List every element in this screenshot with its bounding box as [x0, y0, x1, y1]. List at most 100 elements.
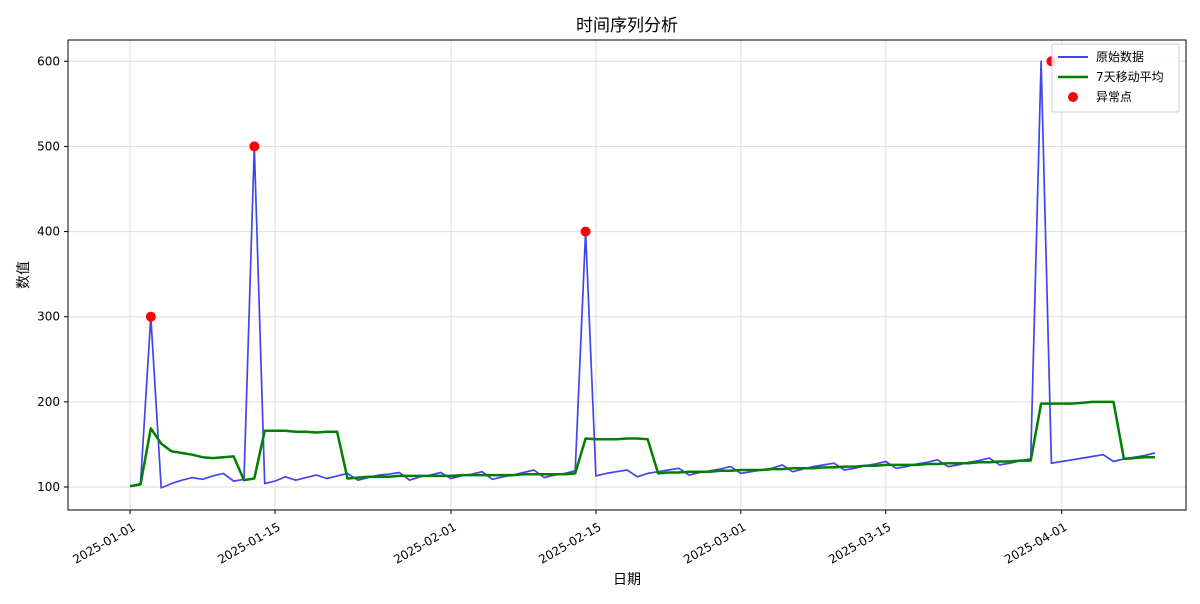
moving-average-point — [263, 429, 266, 432]
moving-average-point — [998, 460, 1001, 463]
raw-data-point — [532, 468, 535, 471]
raw-data-point — [843, 468, 846, 471]
moving-average-point — [139, 483, 142, 486]
moving-average-point — [988, 461, 991, 464]
moving-average-point — [408, 474, 411, 477]
y-tick-label: 100 — [37, 480, 60, 494]
legend-raw-label: 原始数据 — [1096, 49, 1144, 64]
raw-data-point — [822, 463, 825, 466]
raw-data-point — [439, 471, 442, 474]
moving-average-point — [232, 455, 235, 458]
raw-data-point — [543, 476, 546, 479]
raw-data-point — [294, 479, 297, 482]
raw-data-point — [833, 462, 836, 465]
moving-average-point — [512, 474, 515, 477]
moving-average-point — [450, 474, 453, 477]
x-axis-label: 日期 — [613, 572, 641, 588]
moving-average-point — [1040, 402, 1043, 405]
moving-average-point — [1133, 457, 1136, 460]
moving-average-point — [708, 470, 711, 473]
moving-average-point — [222, 456, 225, 459]
moving-average-point — [915, 463, 918, 466]
moving-average-point — [957, 462, 960, 465]
moving-average-point — [750, 468, 753, 471]
raw-data-point — [791, 470, 794, 473]
raw-data-point — [1071, 458, 1074, 461]
moving-average-point — [491, 474, 494, 477]
y-tick-label: 500 — [37, 139, 60, 153]
moving-average-point — [770, 468, 773, 471]
raw-data-point — [201, 478, 204, 481]
moving-average-point — [1050, 402, 1053, 405]
moving-average-point — [522, 473, 525, 476]
moving-average-point — [864, 464, 867, 467]
raw-data-line — [129, 60, 1156, 489]
raw-data-point — [232, 480, 235, 483]
moving-average-point — [315, 431, 318, 434]
moving-average-point — [481, 474, 484, 477]
raw-data-point — [615, 470, 618, 473]
raw-data-point — [594, 474, 597, 477]
moving-average-point — [429, 474, 432, 477]
moving-average-point — [460, 474, 463, 477]
raw-data-point — [1091, 455, 1094, 458]
moving-average-point — [584, 437, 587, 440]
moving-average-point — [905, 463, 908, 466]
moving-average-point — [936, 463, 939, 466]
moving-average-point — [698, 470, 701, 473]
moving-average-point — [719, 469, 722, 472]
legend-anomaly-swatch — [1068, 92, 1078, 102]
anomaly-point — [145, 311, 156, 322]
moving-average-point — [242, 479, 245, 482]
moving-average-point — [594, 438, 597, 441]
moving-average-point — [129, 485, 132, 488]
moving-average-point — [253, 477, 256, 480]
moving-average-point — [325, 430, 328, 433]
moving-average-point — [605, 438, 608, 441]
raw-data-point — [988, 457, 991, 460]
y-tick-label: 200 — [37, 395, 60, 409]
raw-data-point — [180, 479, 183, 482]
moving-average-point — [346, 477, 349, 480]
moving-average-point — [574, 472, 577, 475]
moving-average-point — [1153, 456, 1156, 459]
moving-average-point — [833, 466, 836, 469]
moving-average-point — [1081, 401, 1084, 404]
y-tick-label: 400 — [37, 225, 60, 239]
moving-average-point — [667, 471, 670, 474]
raw-data-point — [739, 472, 742, 475]
moving-average-point — [170, 450, 173, 453]
raw-data-point — [450, 477, 453, 480]
legend-frame — [1051, 43, 1180, 113]
raw-data-point — [646, 472, 649, 475]
moving-average-point — [387, 475, 390, 478]
raw-data-point — [284, 475, 287, 478]
raw-data-point — [356, 479, 359, 482]
raw-data-point — [315, 474, 318, 477]
moving-average-line — [129, 400, 1155, 488]
moving-average-point — [553, 473, 556, 476]
moving-average-point — [812, 467, 815, 470]
plot-frame — [67, 39, 1187, 511]
y-tick-label: 300 — [37, 310, 60, 324]
moving-average-point — [1102, 400, 1105, 403]
moving-average-point — [843, 465, 846, 468]
moving-average-point — [822, 466, 825, 469]
moving-average-point — [895, 463, 898, 466]
y-axis-label: 数值 — [16, 261, 32, 289]
moving-average-point — [201, 456, 204, 459]
raw-data-point — [1040, 60, 1043, 63]
raw-data-point — [387, 473, 390, 476]
raw-data-point — [688, 474, 691, 477]
moving-average-point — [657, 472, 660, 475]
moving-average-point — [967, 462, 970, 465]
raw-data-point — [170, 482, 173, 485]
legend: 原始数据 7天移动平均 异常点 — [1051, 43, 1180, 113]
raw-data-point — [884, 460, 887, 463]
moving-average-point — [1009, 460, 1012, 463]
moving-average-point — [305, 430, 308, 433]
moving-average-point — [439, 474, 442, 477]
raw-data-point — [605, 472, 608, 475]
y-tick-label: 600 — [37, 54, 60, 68]
